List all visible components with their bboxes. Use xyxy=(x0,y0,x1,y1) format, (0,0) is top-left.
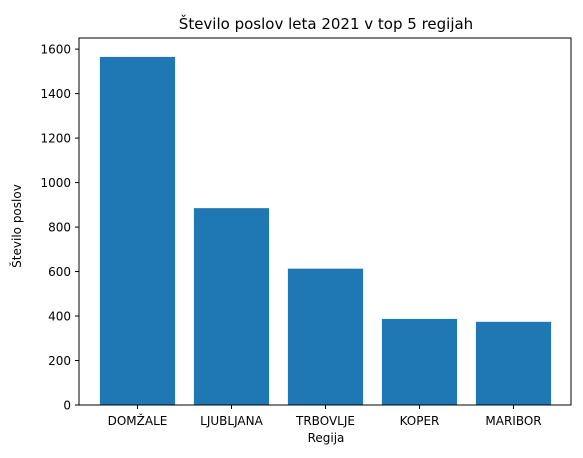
plot-frame xyxy=(78,37,572,406)
x-axis-label: Regija xyxy=(308,431,345,445)
y-tick-label: 400 xyxy=(48,310,71,324)
y-tick-label: 0 xyxy=(63,399,71,413)
bar-4 xyxy=(475,321,552,405)
bars-group xyxy=(99,56,552,405)
bar-3 xyxy=(381,318,458,405)
y-tick-label: 600 xyxy=(48,265,71,279)
bar-2 xyxy=(287,268,364,405)
x-tick-label: LJUBLJANA xyxy=(200,414,263,428)
y-tick-label: 1400 xyxy=(40,87,71,101)
x-axis-ticks: DOMŽALE LJUBLJANA TRBOVLJE KOPER MARIBOR xyxy=(108,405,542,428)
bar-0 xyxy=(99,56,176,405)
x-tick-label: TRBOVLJE xyxy=(295,414,355,428)
x-tick-label: DOMŽALE xyxy=(108,413,168,428)
bar-1 xyxy=(193,208,270,405)
y-tick-label: 1600 xyxy=(40,43,71,57)
y-axis-label: Število poslov xyxy=(9,184,24,268)
x-tick-label: KOPER xyxy=(400,414,440,428)
y-tick-label: 200 xyxy=(48,354,71,368)
chart-title: Število poslov leta 2021 v top 5 regijah xyxy=(179,14,473,33)
y-tick-label: 1000 xyxy=(40,176,71,190)
y-tick-label: 1200 xyxy=(40,132,71,146)
y-axis-ticks: 0 200 400 600 800 1000 1200 1400 1600 xyxy=(40,43,79,413)
y-tick-label: 800 xyxy=(48,221,71,235)
x-tick-label: MARIBOR xyxy=(485,414,541,428)
